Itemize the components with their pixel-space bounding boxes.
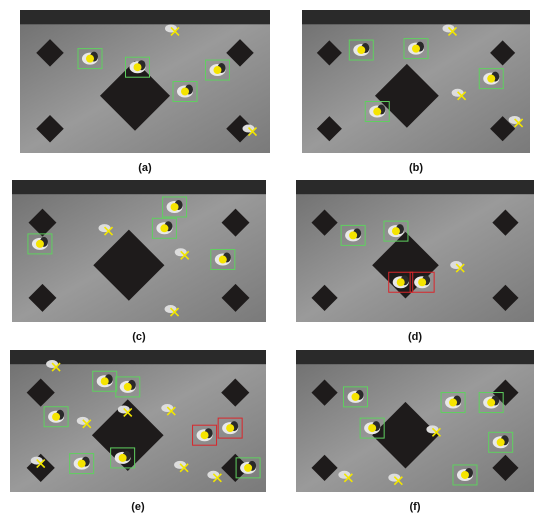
figure: (a) (b) (c) (d) (e) (f) [0, 0, 546, 515]
panel-label: (a) [138, 162, 152, 174]
head-marker [124, 383, 132, 391]
head-marker [86, 55, 94, 63]
panel [302, 10, 530, 153]
panel [20, 10, 270, 153]
head-marker [119, 454, 127, 462]
head-marker [392, 227, 400, 235]
top-wall [20, 10, 270, 24]
head-marker [134, 63, 142, 71]
head-marker [418, 278, 426, 286]
head-marker [487, 75, 495, 83]
head-marker [201, 431, 209, 439]
panel [12, 180, 266, 322]
panel-label: (d) [408, 331, 422, 343]
head-marker [36, 240, 44, 248]
head-marker [244, 464, 252, 472]
head-marker [412, 45, 420, 53]
head-marker [352, 393, 360, 401]
head-marker [52, 413, 60, 421]
head-marker [449, 399, 457, 407]
top-wall [296, 180, 534, 194]
head-marker [226, 424, 234, 432]
head-marker [487, 399, 495, 407]
head-marker [357, 46, 365, 54]
top-wall [296, 350, 534, 364]
head-marker [373, 108, 381, 116]
panel [296, 350, 534, 492]
head-marker [171, 203, 179, 211]
head-marker [101, 377, 109, 385]
panel [10, 350, 266, 492]
panel-label: (e) [131, 501, 145, 513]
head-marker [368, 424, 376, 432]
panel-label: (b) [409, 162, 423, 174]
head-marker [397, 278, 405, 286]
head-marker [349, 231, 357, 239]
head-marker [461, 471, 469, 479]
top-wall [302, 10, 530, 24]
panel [296, 180, 534, 322]
top-wall [12, 180, 266, 194]
head-marker [160, 224, 168, 232]
head-marker [497, 438, 505, 446]
head-marker [78, 460, 86, 468]
head-marker [181, 88, 189, 96]
panel-label: (f) [410, 501, 421, 513]
head-marker [214, 66, 222, 74]
panel-label: (c) [132, 331, 146, 343]
head-marker [219, 256, 227, 264]
